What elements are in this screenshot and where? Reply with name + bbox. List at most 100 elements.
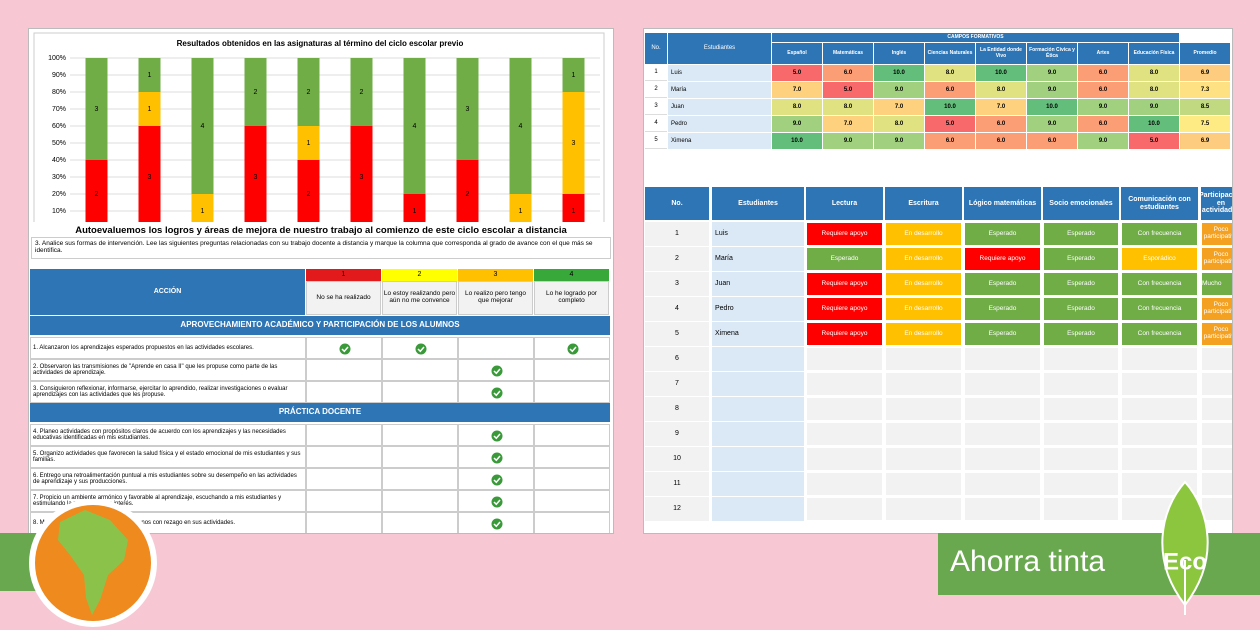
subject-header: Artes (1078, 43, 1128, 64)
answer-cell (382, 512, 458, 533)
grade-cell: 8.0 (1129, 82, 1179, 98)
answer-cell (534, 490, 610, 512)
status-cell (964, 472, 1041, 496)
answer-cell (534, 424, 610, 446)
bar-segment (138, 126, 161, 228)
check-circle (339, 343, 351, 355)
status-cell (1043, 372, 1119, 396)
answer-cell (306, 468, 382, 490)
check-circle (415, 343, 427, 355)
status-cell (964, 397, 1041, 421)
y-tick-label: 70% (52, 106, 66, 113)
grade-cell: 9.0 (874, 133, 924, 149)
status-cell: Requiere apoyo (964, 247, 1041, 271)
row-number: 5 (645, 133, 667, 149)
check-circle (491, 518, 503, 530)
answer-cell (458, 446, 534, 468)
answer-cell (306, 512, 382, 533)
bar-segment (297, 58, 320, 126)
eco-label: Eco (1163, 548, 1207, 575)
check-tick (417, 346, 425, 353)
status-cell: Esperado (1043, 297, 1119, 321)
answer-cell (458, 381, 534, 403)
grade-cell: 8.0 (823, 99, 873, 115)
answer-cell (534, 337, 610, 359)
segment-label: 3 (254, 174, 258, 181)
student-name (712, 422, 804, 446)
student-name: Luis (668, 65, 771, 81)
segment-label: 3 (95, 106, 99, 113)
y-tick-label: 50% (52, 140, 66, 147)
status-cell: Con frecuencia (1121, 272, 1198, 296)
row-number: 4 (645, 116, 667, 132)
student-name: Ximena (712, 322, 804, 346)
row-number: 10 (645, 447, 709, 471)
segment-label: 1 (307, 140, 311, 147)
answer-cell (382, 490, 458, 512)
bar-segment (191, 58, 214, 194)
column-header: Estudiantes (712, 187, 804, 220)
student-name (712, 372, 804, 396)
status-cell (885, 347, 962, 371)
student-name (712, 472, 804, 496)
bar-segment (297, 160, 320, 228)
check-tick (569, 346, 577, 353)
grade-cell: 6.0 (1027, 133, 1077, 149)
check-circle (567, 343, 579, 355)
segment-label: 2 (360, 89, 364, 96)
grade-cell: 5.0 (1129, 133, 1179, 149)
status-cell (1201, 422, 1232, 446)
status-cell (885, 497, 962, 521)
grade-cell: 6.0 (925, 133, 975, 149)
status-cell: Esperado (964, 322, 1041, 346)
status-cell: En desarrollo (885, 297, 962, 321)
check-icon (491, 518, 503, 530)
y-tick-label: 20% (52, 191, 66, 198)
column-header: Escritura (885, 187, 962, 220)
level-number: 3 (458, 269, 533, 281)
bar-segment (138, 58, 161, 92)
status-cell: Requiere apoyo (806, 222, 883, 246)
column-header: No. (645, 187, 709, 220)
status-cell: Con frecuencia (1121, 322, 1198, 346)
status-cell (885, 422, 962, 446)
column-header: Lectura (806, 187, 883, 220)
action-header: ACCIÓN (30, 269, 305, 315)
segment-label: 1 (519, 208, 523, 215)
answer-cell (458, 512, 534, 533)
row-number: 5 (645, 322, 709, 346)
bar-segment (509, 194, 532, 228)
grade-cell: 6.0 (976, 133, 1026, 149)
status-cell: Con frecuencia (1121, 297, 1198, 321)
check-circle (491, 474, 503, 486)
row-number: 2 (645, 247, 709, 271)
grade-cell: 9.0 (1078, 99, 1128, 115)
status-cell: Mucho (1201, 272, 1232, 296)
status-cell (806, 347, 883, 371)
status-cell: Esperado (1043, 272, 1119, 296)
status-cell (1121, 347, 1198, 371)
status-cell: Poco participativo (1201, 247, 1232, 271)
column-header: Comunicación con estudiantes (1121, 187, 1198, 220)
status-cell (885, 472, 962, 496)
status-cell: En desarrollo (885, 322, 962, 346)
status-cell: Esperado (1043, 322, 1119, 346)
status-cell (1043, 422, 1119, 446)
bar-segment (562, 194, 585, 228)
grade-cell: 7.0 (823, 116, 873, 132)
status-cell (1121, 447, 1198, 471)
status-cell (806, 472, 883, 496)
grade-cell: 9.0 (874, 82, 924, 98)
check-tick (493, 521, 501, 528)
y-tick-label: 60% (52, 123, 66, 130)
column-header: Lógico matemáticas (964, 187, 1041, 220)
answer-cell (534, 468, 610, 490)
status-cell: Con frecuencia (1121, 222, 1198, 246)
segment-label: 3 (572, 140, 576, 147)
answer-cell (458, 359, 534, 381)
grade-cell: 9.0 (1027, 116, 1077, 132)
grade-cell: 8.0 (925, 65, 975, 81)
student-name (712, 497, 804, 521)
grade-cell: 5.0 (772, 65, 822, 81)
status-cell: Esperado (1043, 247, 1119, 271)
